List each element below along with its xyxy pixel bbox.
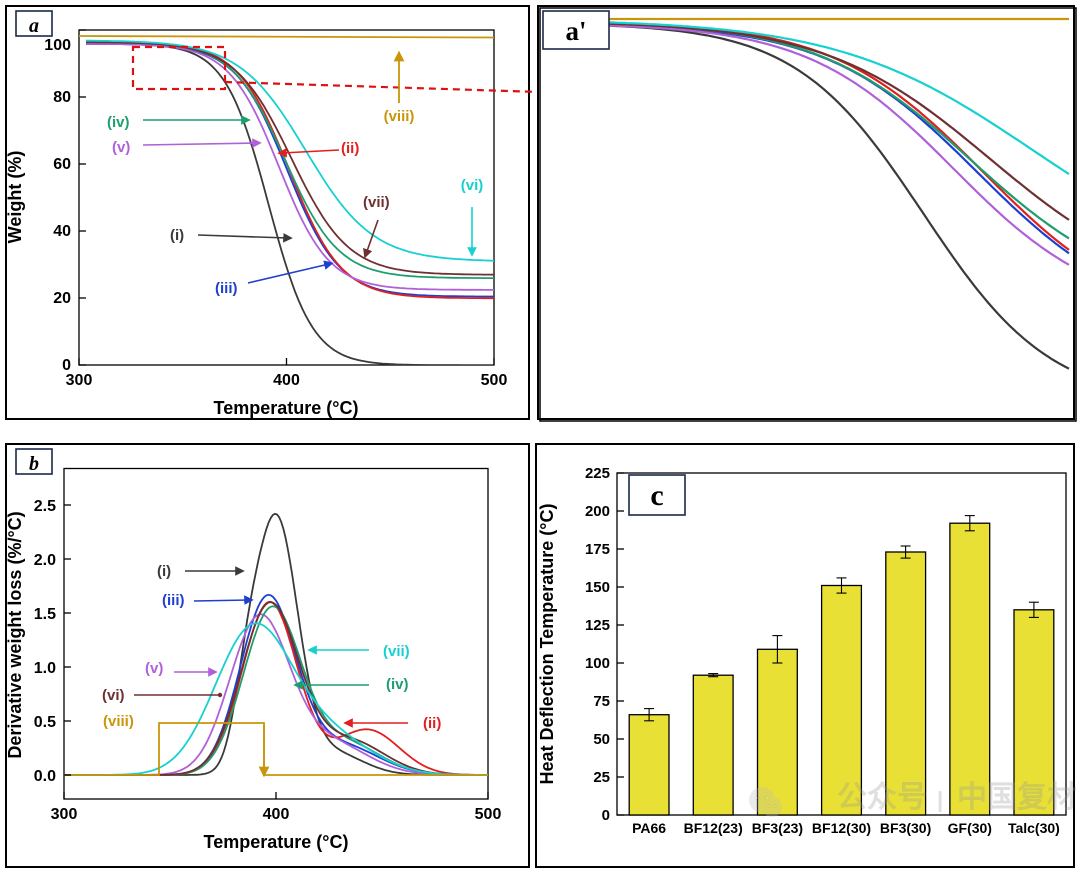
svg-text:500: 500 [481,372,508,389]
svg-text:c: c [650,479,663,512]
svg-text:BF12(30): BF12(30) [812,820,871,836]
svg-text:(vii): (vii) [383,643,410,660]
svg-text:Talc(30): Talc(30) [1008,820,1060,836]
svg-text:50: 50 [593,731,610,748]
svg-text:1.5: 1.5 [34,606,56,623]
svg-text:(vii): (vii) [363,194,390,211]
svg-text:|: | [937,787,943,812]
svg-text:0.0: 0.0 [34,768,56,785]
svg-text:20: 20 [53,290,71,307]
svg-text:(v): (v) [145,660,163,677]
svg-text:a: a [29,15,39,37]
svg-text:(iii): (iii) [215,280,238,297]
svg-text:0.5: 0.5 [34,714,56,731]
svg-text:100: 100 [44,37,71,54]
svg-text:75: 75 [593,693,610,710]
svg-text:Derivative weight loss (%/°C): Derivative weight loss (%/°C) [7,511,25,758]
svg-text:BF3(30): BF3(30) [880,820,931,836]
svg-text:175: 175 [585,541,610,558]
svg-text:(vi): (vi) [461,177,484,194]
svg-text:300: 300 [51,806,78,823]
svg-text:400: 400 [273,372,300,389]
svg-text:Weight (%): Weight (%) [7,151,25,244]
svg-text:400: 400 [263,806,290,823]
svg-text:25: 25 [593,769,610,786]
svg-text:2.5: 2.5 [34,498,56,515]
svg-text:2.0: 2.0 [34,552,56,569]
svg-text:Heat Deflection Temperature (°: Heat Deflection Temperature (°C) [537,504,557,785]
svg-text:125: 125 [585,617,610,634]
svg-text:(i): (i) [157,563,171,580]
svg-text:1.0: 1.0 [34,660,56,677]
svg-text:60: 60 [53,156,71,173]
svg-text:225: 225 [585,465,610,482]
svg-text:(v): (v) [112,139,130,156]
svg-text:Temperature (°C): Temperature (°C) [214,398,359,418]
svg-text:BF3(23): BF3(23) [752,820,803,836]
svg-text:(ii): (ii) [341,140,359,157]
svg-text:b: b [29,453,39,475]
svg-text:500: 500 [475,806,502,823]
svg-text:公众号: 公众号 [837,781,927,814]
svg-text:80: 80 [53,89,71,106]
svg-text:(ii): (ii) [423,715,441,732]
svg-text:(i): (i) [170,227,184,244]
svg-text:BF12(23): BF12(23) [684,820,743,836]
svg-text:(iii): (iii) [162,592,185,609]
svg-text:(viii): (viii) [384,108,415,125]
svg-text:0: 0 [602,807,610,824]
svg-text:PA66: PA66 [632,820,666,836]
svg-text:GF(30): GF(30) [948,820,992,836]
svg-text:40: 40 [53,223,71,240]
svg-text:100: 100 [585,655,610,672]
svg-text:300: 300 [66,372,93,389]
svg-text:a': a' [565,16,586,46]
svg-text:(viii): (viii) [103,713,134,730]
svg-text:(vi): (vi) [102,687,125,704]
svg-text:150: 150 [585,579,610,596]
svg-text:(iv): (iv) [107,114,130,131]
svg-text:200: 200 [585,503,610,520]
svg-text:Temperature (°C): Temperature (°C) [204,832,349,852]
svg-text:(iv): (iv) [386,676,409,693]
svg-text:中国复材: 中国复材 [957,781,1077,814]
